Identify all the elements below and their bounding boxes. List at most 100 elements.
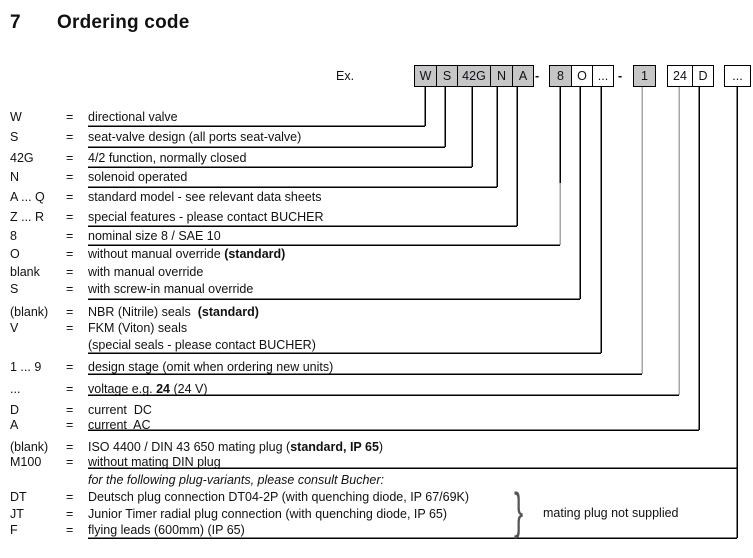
ordering-row: S = with screw-in manual override (0, 281, 753, 297)
row-description: NBR (Nitrile) seals (standard) (88, 305, 259, 319)
ordering-row: JT = Junior Timer radial plug connection (… (0, 506, 753, 522)
equals-sign: = (66, 490, 74, 504)
row-code: F (10, 523, 18, 537)
code-box-w: W (415, 66, 436, 86)
equals-sign: = (66, 229, 74, 243)
row-description: FKM (Viton) seals (88, 321, 188, 335)
row-description: ISO 4400 / DIN 43 650 mating plug (stand… (88, 440, 384, 454)
row-code: S (10, 282, 19, 296)
row-code: (blank) (10, 305, 49, 319)
equals-sign: = (66, 170, 74, 184)
row-description: without mating DIN plug (88, 455, 221, 469)
row-code: DT (10, 490, 27, 504)
ordering-row: A = current AC (0, 417, 753, 433)
equals-sign: = (66, 305, 74, 319)
grouping-brace: } (514, 483, 524, 539)
ordering-row: 1 ... 9 = design stage (omit when ordering… (0, 359, 753, 375)
mating-plug-note: mating plug not supplied (543, 506, 679, 520)
equals-sign: = (66, 403, 74, 417)
code-box-24: 24 (668, 66, 692, 86)
equals-sign: = (66, 382, 74, 396)
row-description: (special seals - please contact BUCHER) (88, 338, 316, 352)
row-description: special features - please contact BUCHER (88, 210, 324, 224)
row-description: nominal size 8 / SAE 10 (88, 229, 221, 243)
equals-sign: = (66, 282, 74, 296)
dash-separator-2: - (618, 69, 623, 83)
row-code: JT (10, 507, 24, 521)
row-description: with manual override (88, 265, 204, 279)
equals-sign: = (66, 130, 74, 144)
row-code: W (10, 110, 22, 124)
row-code: 42G (10, 151, 34, 165)
row-code: 1 ... 9 (10, 360, 42, 374)
code-box-plug: ... (725, 66, 750, 86)
ordering-row: 42G = 4/2 function, normally closed (0, 150, 753, 166)
row-code: V (10, 321, 19, 335)
row-code: ... (10, 382, 21, 396)
row-description: without manual override (standard) (88, 247, 286, 261)
equals-sign: = (66, 265, 74, 279)
code-box-group-plug: ... (724, 65, 751, 87)
row-description: 4/2 function, normally closed (88, 151, 247, 165)
code-box-a: A (512, 66, 533, 86)
dash-separator-1: - (535, 69, 540, 83)
row-code: D (10, 403, 20, 417)
equals-sign: = (66, 110, 74, 124)
ordering-row: DT = Deutsch plug connection DT04-2P (with… (0, 489, 753, 505)
ordering-row: N = solenoid operated (0, 169, 753, 185)
example-label: Ex. (336, 69, 355, 83)
row-description: with screw-in manual override (88, 282, 254, 296)
equals-sign: = (66, 247, 74, 261)
code-box-group-voltage: 24 D (667, 65, 714, 87)
row-code: A (10, 418, 19, 432)
ordering-row: V = FKM (Viton) seals (0, 320, 753, 336)
ordering-row: A ... Q = standard model - see relevant da… (0, 189, 753, 205)
ordering-row: ... = voltage e.g. 24 (24 V) (0, 381, 753, 397)
plug-variants-note-row: for the following plug-variants, please … (0, 472, 753, 488)
equals-sign: = (66, 455, 74, 469)
ordering-row: blank = with manual override (0, 264, 753, 280)
equals-sign: = (66, 210, 74, 224)
row-description: for the following plug-variants, please … (88, 473, 384, 487)
ordering-row: W = directional valve (0, 109, 753, 125)
code-box-o: O (571, 66, 592, 86)
ordering-row: (blank) = NBR (Nitrile) seals (standard) (0, 304, 753, 320)
equals-sign: = (66, 418, 74, 432)
code-box-n: N (490, 66, 512, 86)
equals-sign: = (66, 151, 74, 165)
ordering-row: Z ... R = special features - please contac… (0, 209, 753, 225)
code-box-d: D (692, 66, 713, 86)
equals-sign: = (66, 440, 74, 454)
ordering-row: (special seals - please contact BUCHER) (0, 337, 753, 353)
row-description: seat-valve design (all ports seat-valve) (88, 130, 302, 144)
row-code: S (10, 130, 19, 144)
code-box-8: 8 (550, 66, 571, 86)
code-box-group-size: 8 O ... (549, 65, 614, 87)
ordering-row: 8 = nominal size 8 / SAE 10 (0, 228, 753, 244)
ordering-row: F = flying leads (600mm) (IP 65) (0, 522, 753, 538)
row-description: flying leads (600mm) (IP 65) (88, 523, 245, 537)
ordering-row: M100 = without mating DIN plug (0, 454, 753, 470)
row-code: Z ... R (10, 210, 45, 224)
row-code: O (10, 247, 20, 261)
equals-sign: = (66, 507, 74, 521)
row-code: A ... Q (10, 190, 45, 204)
equals-sign: = (66, 360, 74, 374)
equals-sign: = (66, 321, 74, 335)
equals-sign: = (66, 523, 74, 537)
row-description: solenoid operated (88, 170, 188, 184)
row-description: directional valve (88, 110, 178, 124)
code-box-1: 1 (634, 66, 655, 86)
row-description: standard model - see relevant data sheet… (88, 190, 322, 204)
ordering-row: S = seat-valve design (all ports seat-valv… (0, 129, 753, 145)
equals-sign: = (66, 190, 74, 204)
row-description: Deutsch plug connection DT04-2P (with qu… (88, 490, 470, 504)
section-title-text: Ordering code (57, 12, 190, 33)
row-description: design stage (omit when ordering new uni… (88, 360, 334, 374)
code-box-seals: ... (592, 66, 613, 86)
section-number: 7 (10, 12, 21, 33)
code-box-42g: 42G (457, 66, 490, 86)
row-description: current AC (88, 418, 151, 432)
row-code: blank (10, 265, 40, 279)
